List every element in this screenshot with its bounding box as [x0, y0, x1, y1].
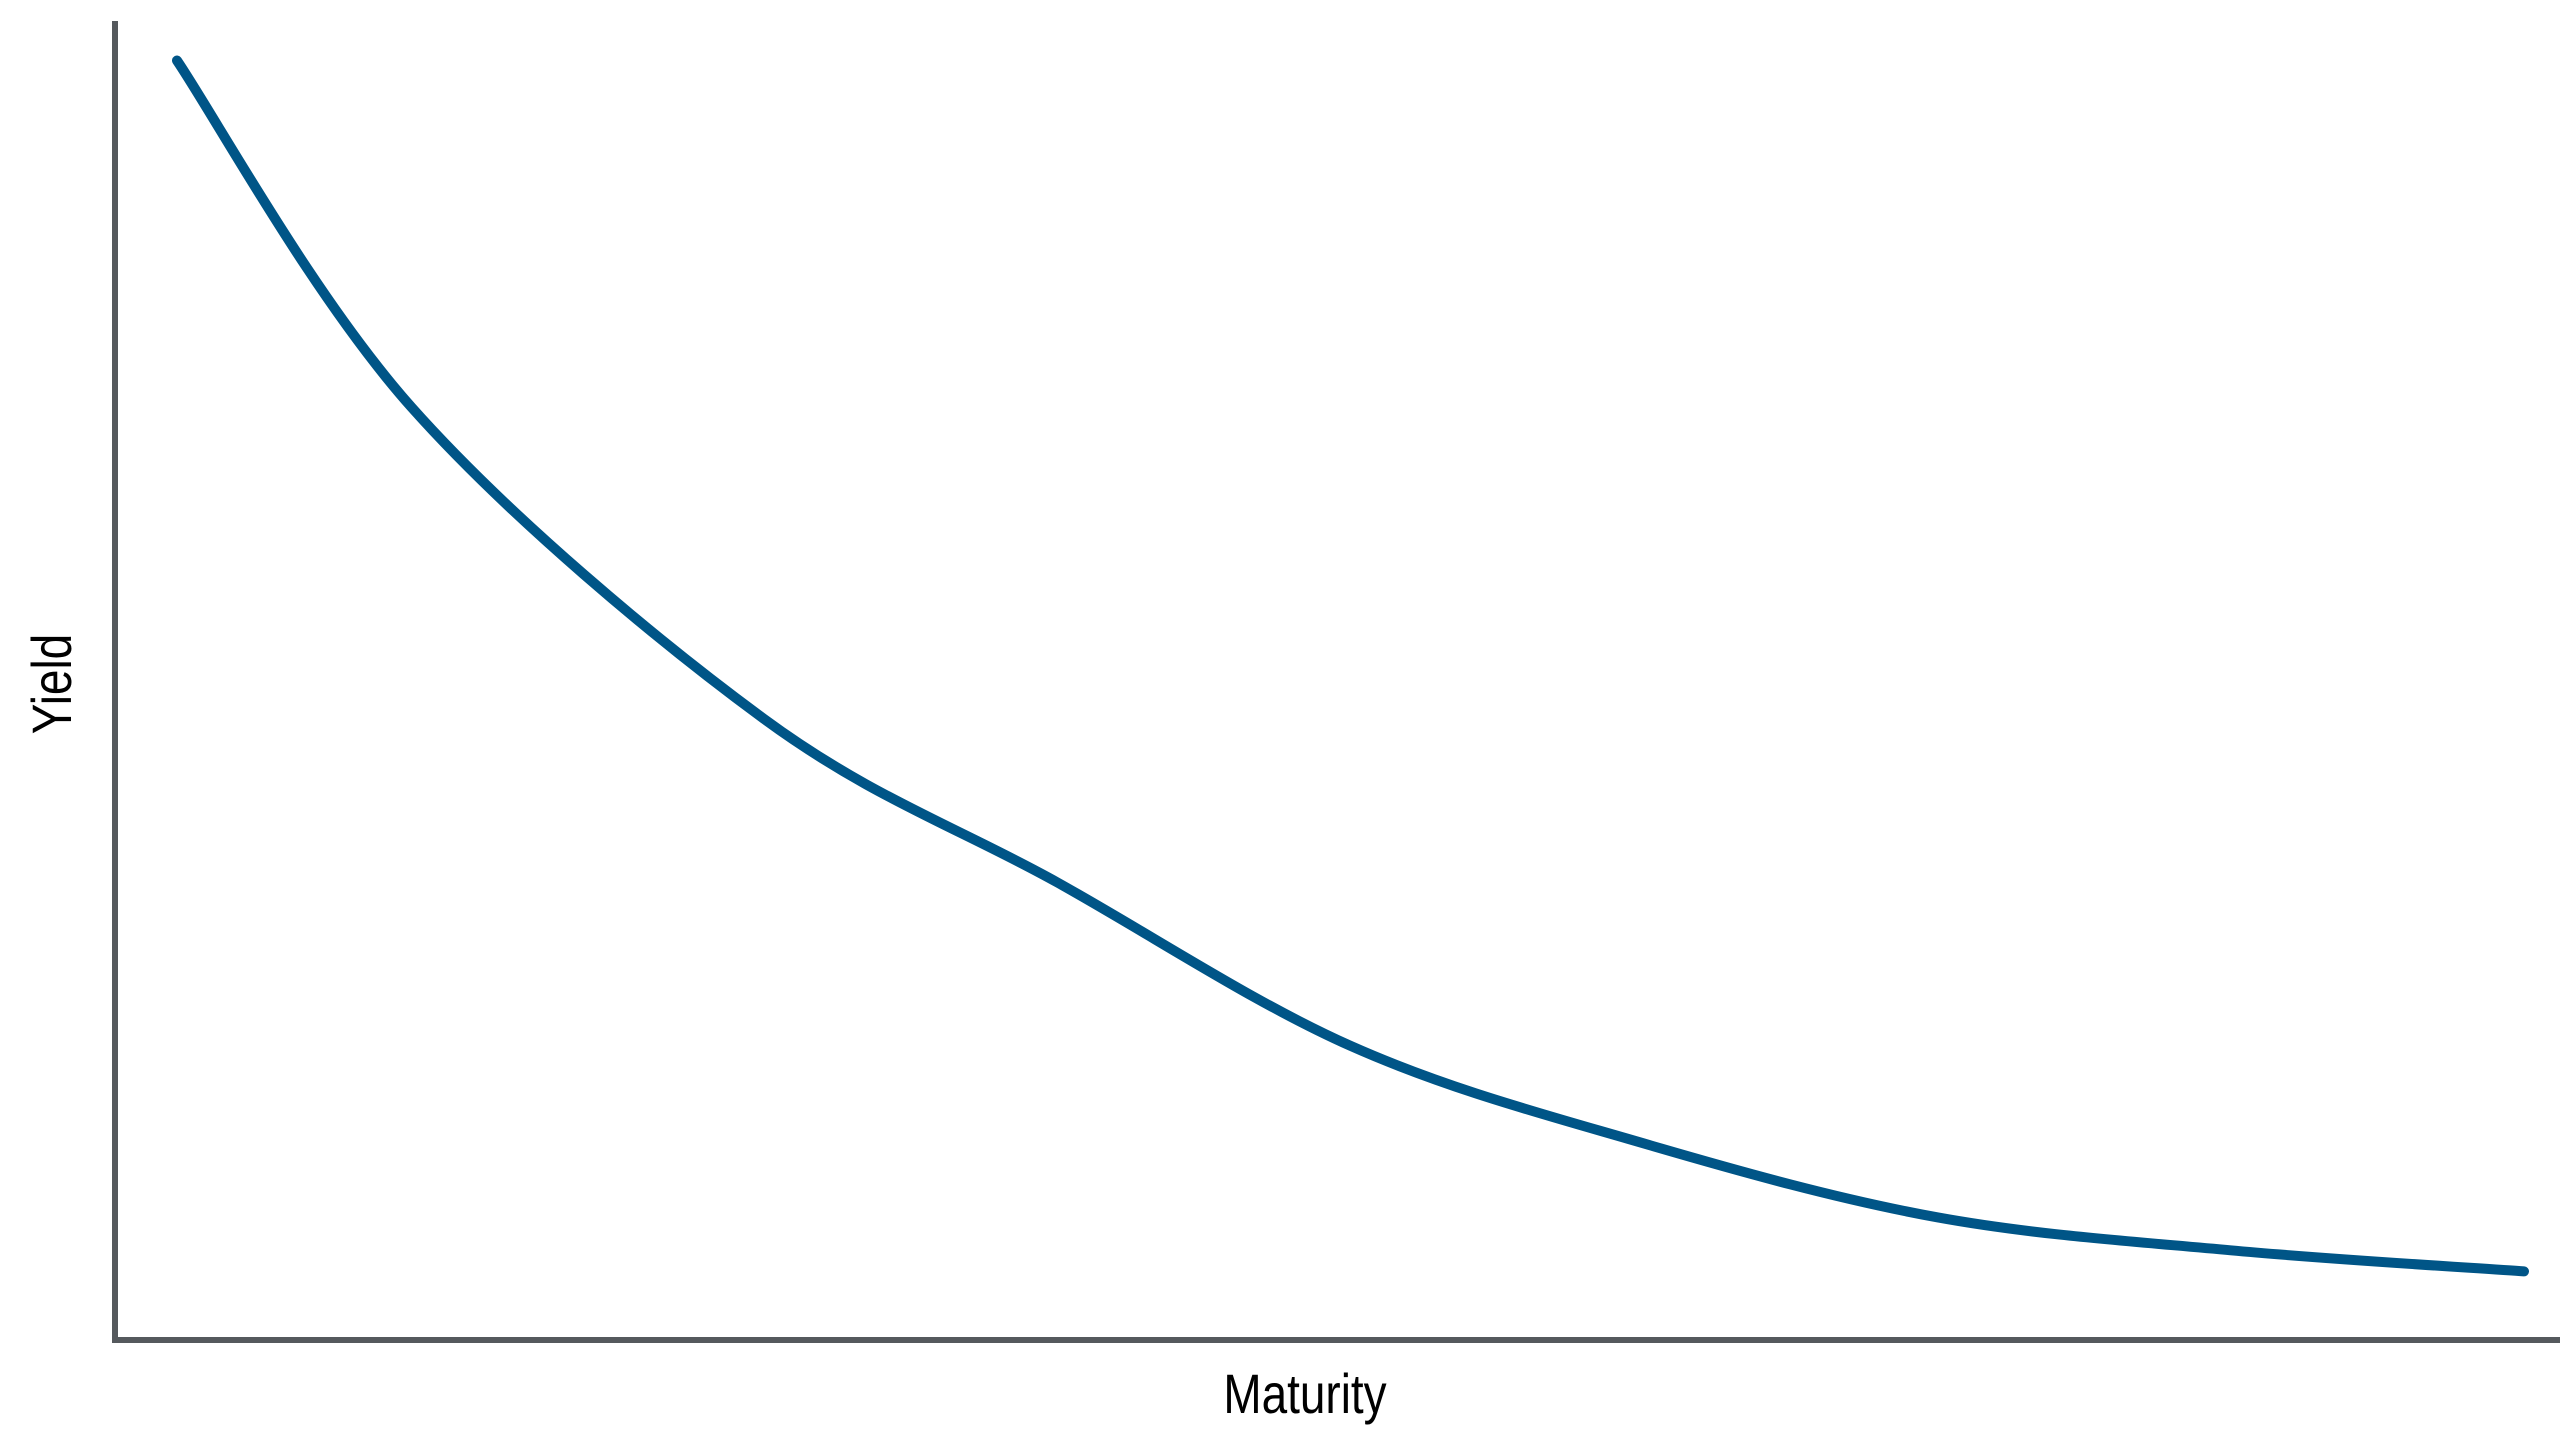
x-axis-label: Maturity	[1223, 1363, 1387, 1425]
y-axis-label: Yield	[21, 634, 83, 734]
yield-curve-line	[172, 55, 2529, 1277]
